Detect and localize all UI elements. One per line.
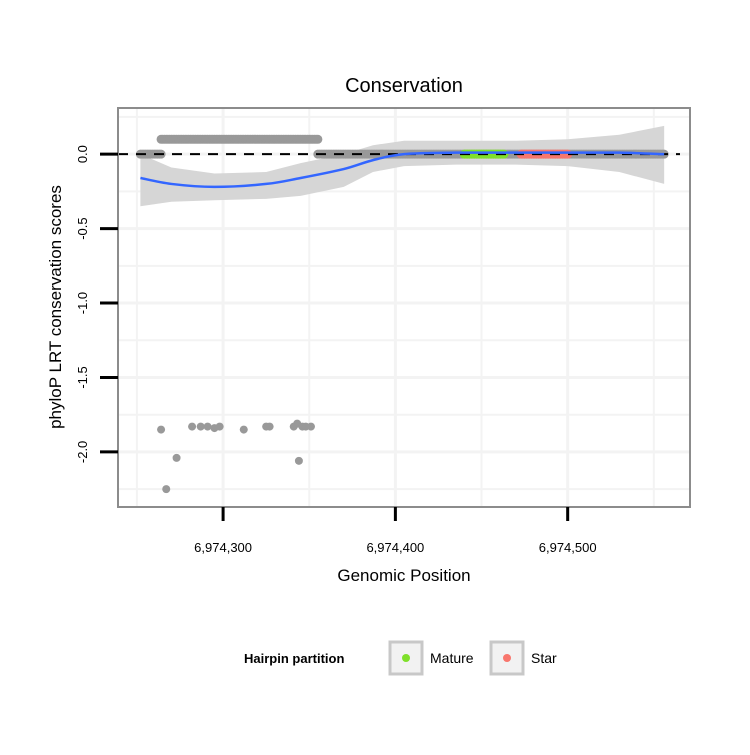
smooth-fit-line — [140, 151, 665, 189]
chart-title: Conservation — [345, 75, 463, 97]
data-point — [203, 422, 212, 431]
legend-title: Hairpin partition — [244, 651, 344, 666]
y-tick-label: -1.5 — [75, 366, 90, 388]
axes: 6,974,300 6,974,400 6,974,500 0.0 -0.5 -1.0 -1… — [75, 145, 597, 555]
x-axis-label: Genomic Position — [337, 566, 470, 585]
data-point — [172, 453, 181, 462]
data-point-other — [313, 134, 323, 144]
y-tick-label: 0.0 — [75, 145, 90, 163]
x-tick-label: 6,974,500 — [539, 540, 597, 555]
data-point — [294, 456, 303, 465]
x-tick-label: 6,974,400 — [366, 540, 424, 555]
legend: Hairpin partition Mature Star — [244, 640, 557, 676]
y-tick-label: -0.5 — [75, 217, 90, 239]
y-tick-label: -2.0 — [75, 441, 90, 463]
x-tick-label: 6,974,300 — [194, 540, 252, 555]
legend-label-star: Star — [531, 650, 557, 666]
legend-label-mature: Mature — [430, 650, 474, 666]
confidence-band — [140, 125, 665, 207]
y-axis-label: phyloP LRT conservation scores — [46, 185, 65, 429]
panel-border — [117, 107, 691, 508]
data-point — [162, 485, 171, 494]
data-point — [215, 422, 224, 431]
data-point — [196, 422, 205, 431]
data-point — [157, 425, 166, 434]
data-point — [239, 425, 248, 434]
legend-dot-star — [503, 654, 511, 662]
data-point — [188, 422, 197, 431]
data-point — [265, 422, 274, 431]
legend-dot-mature — [402, 654, 410, 662]
y-tick-label: -1.0 — [75, 292, 90, 314]
data-point — [306, 422, 315, 431]
